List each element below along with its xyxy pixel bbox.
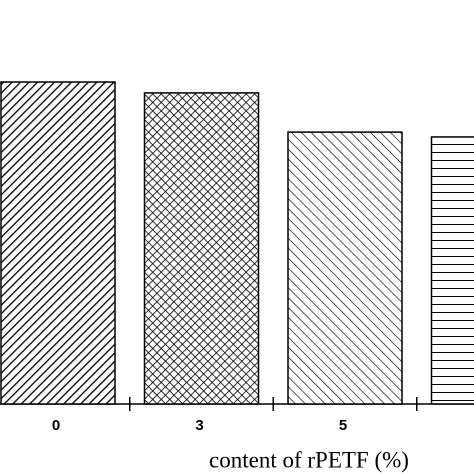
bar: [430, 136, 474, 405]
bar: [287, 131, 403, 405]
bar: [143, 92, 260, 405]
x-tick-label: 5: [339, 417, 347, 434]
x-tick-label: 0: [52, 417, 60, 434]
x-axis-label: content of rPETF (%): [209, 447, 409, 472]
x-tick-label: 3: [195, 417, 203, 434]
bar: [0, 81, 116, 405]
